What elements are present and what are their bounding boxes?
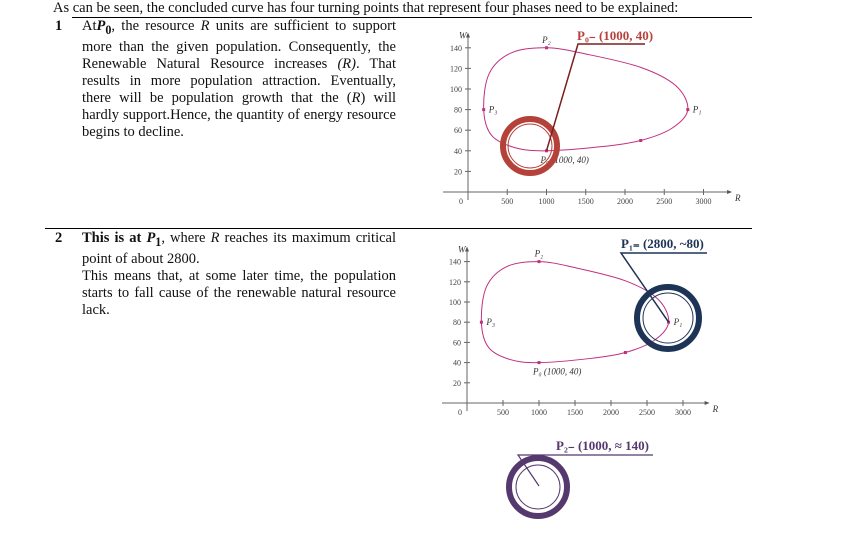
point-label-P1: P₁ [692,105,702,115]
y-tick-label: 100 [450,85,462,94]
y-axis-arrow-icon [465,246,469,252]
y-tick-label: 140 [450,44,462,53]
x-tick-label: 1500 [578,197,594,206]
y-axis-arrow-icon [466,32,470,38]
highlight-circle-inner [507,123,553,169]
annotation-p2: P₂₋ (1000, ≈ 140) [556,438,649,453]
x-axis-arrow-icon [704,401,710,405]
x-tick-label: 2500 [656,197,672,206]
point-marker [623,351,627,354]
x-axis-label: R [734,193,741,203]
y-tick-label: 80 [454,106,462,115]
point-label-P3: P₃ [485,317,495,327]
x-tick-label: 3000 [675,408,691,417]
highlight-circle [634,284,702,352]
y-axis-label: W [459,31,468,41]
y-tick-label: 100 [449,298,461,307]
curve-line [480,261,670,364]
highlight-circle [506,455,570,519]
y-tick-label: 40 [454,147,462,156]
table-border [45,228,752,229]
x-tick-label: 1500 [567,408,583,417]
curve-line [483,47,689,152]
table-border [72,17,752,18]
intro-text: As can be seen, the concluded curve has … [53,0,679,16]
point-label-P1: P₁ [673,317,683,327]
row-2-text: This is at P1, where R reaches its maxim… [82,230,397,318]
x-tick-label: 2000 [603,408,619,417]
x-tick-label: 1000 [539,197,555,206]
y-tick-label: 20 [453,379,461,388]
point-label-P0: P₀ (1000, 40) [532,367,581,377]
y-axis-label: W [458,245,467,255]
callout-line [516,454,653,487]
x-axis-label: R [712,404,719,414]
y-tick-label: 80 [453,318,461,327]
y-tick-label: 40 [453,359,461,368]
x-tick-label: 500 [497,408,509,417]
y-tick-label: 140 [449,258,461,267]
point-P2 [537,260,541,264]
row-number: 2 [55,230,63,246]
origin-label: 0 [458,408,462,417]
highlight-circle [500,116,560,176]
point-label-P2: P₂ [541,35,551,45]
y-tick-label: 120 [450,64,462,73]
annotation-p1: P₁₌ (2800, ~80) [621,236,704,251]
x-tick-label: 2500 [639,408,655,417]
callout-line [619,252,707,323]
x-tick-label: 3000 [696,197,712,206]
y-tick-label: 20 [454,167,462,176]
point-P0 [537,361,541,365]
point-label-P3: P₃ [488,105,498,115]
highlight-circle-inner [515,464,561,510]
point-P1 [686,108,690,112]
row-number: 1 [55,18,63,34]
y-tick-label: 60 [454,126,462,135]
point-P3 [479,320,483,324]
callout-line [545,43,645,152]
point-label-P2: P₂ [534,249,544,259]
point-marker [639,139,643,142]
point-label-P0: P₀ (1000, 40) [540,155,589,165]
point-P3 [482,108,486,112]
annotation-p0: P₀₋ (1000, 40) [577,28,653,43]
highlight-circle-inner [642,292,694,344]
origin-label: 0 [459,197,463,206]
x-axis-arrow-icon [727,190,733,194]
x-tick-label: 2000 [617,197,633,206]
x-tick-label: 1000 [531,408,547,417]
point-P2 [545,46,548,50]
row-1-text: AtP0, the resource R units are sufficien… [82,18,397,140]
y-tick-label: 60 [453,338,461,347]
y-tick-label: 120 [449,278,461,287]
x-tick-label: 500 [501,197,513,206]
